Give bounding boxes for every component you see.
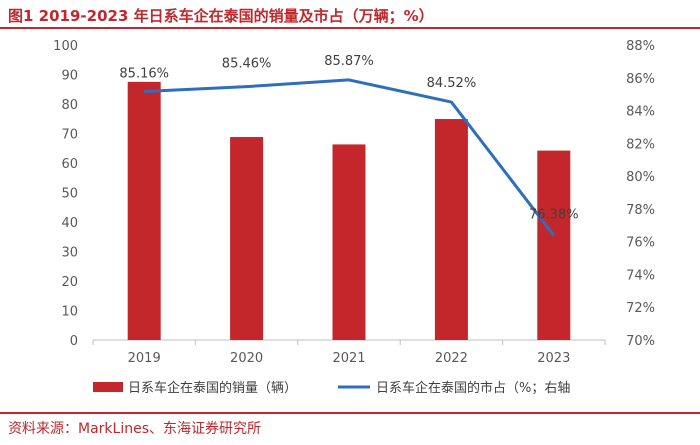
left-tick-label: 40 (61, 216, 78, 231)
left-tick-label: 80 (61, 98, 78, 113)
right-tick-label: 84% (626, 105, 655, 120)
footer-rule (0, 412, 700, 414)
x-axis-ticks: 2019 2020 2021 2022 2023 (92, 340, 606, 366)
bar-2022 (434, 119, 468, 340)
source-note: 资料来源：MarkLines、东海证券研究所 (8, 421, 261, 437)
left-tick-label: 100 (53, 39, 78, 54)
legend-line-label: 日系车企在泰国的市占（%；右轴 (376, 380, 570, 396)
x-tick-label: 2022 (435, 351, 468, 366)
share-line (144, 78, 555, 237)
left-tick-label: 20 (61, 275, 78, 290)
right-tick-label: 78% (626, 203, 655, 218)
bar-series (127, 81, 571, 340)
right-axis-ticks: 70% 72% 74% 76% 78% 80% 82% 84% 86% 88% (626, 39, 655, 349)
x-tick-label: 2019 (128, 351, 161, 366)
left-tick-label: 0 (70, 334, 78, 349)
title-rule (0, 27, 700, 29)
line-label-2019: 85.16% (119, 67, 169, 82)
left-tick-label: 60 (61, 157, 78, 172)
right-tick-label: 80% (626, 170, 655, 185)
legend-bar-swatch (93, 382, 123, 392)
right-tick-label: 76% (626, 236, 655, 251)
right-tick-label: 70% (626, 334, 655, 349)
figure-title: 图1 2019-2023 年日系车企在泰国的销量及市占（万辆；%） (8, 7, 434, 25)
line-label-2022: 84.52% (427, 76, 477, 91)
right-tick-label: 86% (626, 72, 655, 87)
right-tick-label: 72% (626, 301, 655, 316)
bar-2023 (537, 150, 571, 340)
left-tick-label: 30 (61, 246, 78, 261)
line-series (144, 78, 555, 237)
right-tick-label: 88% (626, 39, 655, 54)
bar-2019 (127, 81, 161, 340)
left-tick-label: 90 (61, 69, 78, 84)
left-tick-label: 10 (61, 305, 78, 320)
line-label-2021: 85.87% (324, 54, 374, 69)
right-tick-label: 82% (626, 137, 655, 152)
x-tick-label: 2021 (332, 351, 365, 366)
left-tick-label: 50 (61, 187, 78, 202)
x-tick-label: 2020 (230, 351, 263, 366)
x-tick-label: 2023 (537, 351, 570, 366)
line-data-labels: 85.16% 85.46% 85.87% 84.52% 76.38% (119, 54, 578, 223)
left-axis-ticks: 0 10 20 30 40 50 60 70 80 90 100 (53, 39, 78, 349)
bar-2020 (230, 137, 264, 340)
legend-bar-label: 日系车企在泰国的销量（辆） (128, 380, 297, 396)
left-tick-label: 70 (61, 128, 78, 143)
right-tick-label: 74% (626, 268, 655, 283)
bar-2021 (332, 144, 366, 340)
line-label-2020: 85.46% (222, 57, 272, 72)
line-label-2023: 76.38% (529, 207, 579, 222)
chart-legend: 日系车企在泰国的销量（辆） 日系车企在泰国的市占（%；右轴 (93, 380, 570, 396)
